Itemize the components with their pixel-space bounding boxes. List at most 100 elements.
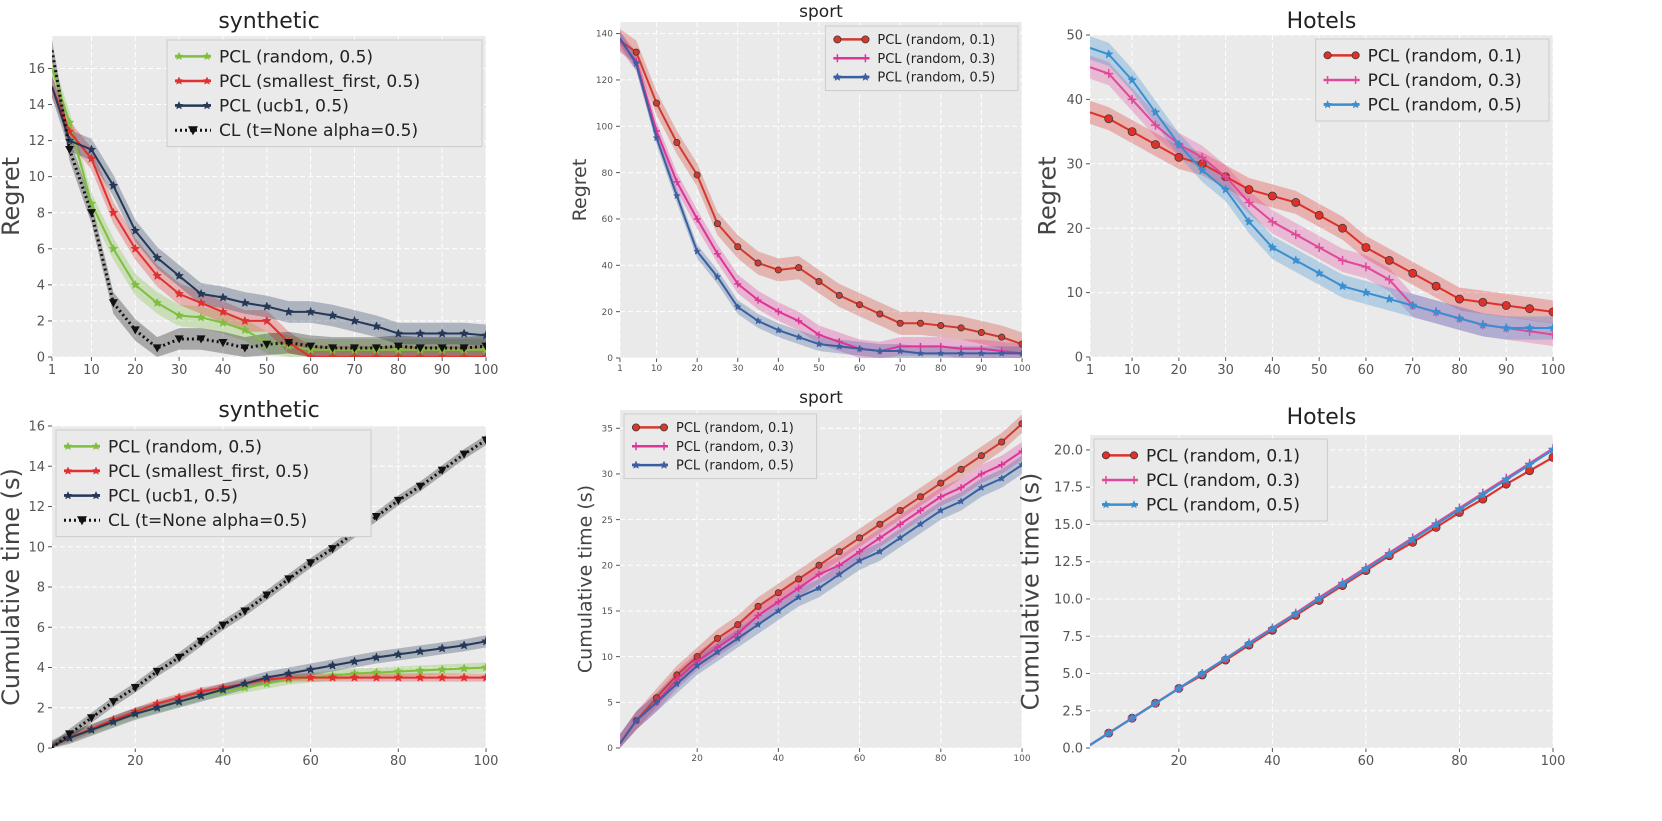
subplot-2: 1 10 20 30 40 50 60 70 80 90 100 0 20 40 60 80 100 120 140… [569, 2, 1031, 374]
x-tick-label: 100 [1013, 754, 1030, 764]
y-tick-label: 12 [28, 134, 45, 149]
data-point [1197, 668, 1208, 678]
data-point [393, 351, 404, 357]
x-tick-label: 80 [1451, 754, 1468, 769]
y-tick-label: 35 [602, 424, 613, 434]
chart-title: synthetic [218, 398, 319, 423]
legend-marker [861, 54, 870, 63]
data-point [1221, 172, 1231, 182]
data-point [1361, 262, 1371, 272]
data-point [196, 335, 206, 344]
data-point [835, 291, 843, 299]
legend-marker [861, 35, 870, 44]
data-point [152, 667, 162, 677]
subplot-1: 1 10 20 30 40 50 60 70 80 90 100 0 2 4 6 8 10 12 14 16 synth… [0, 9, 498, 378]
data-point [977, 452, 985, 460]
data-point [174, 696, 185, 706]
legend-marker [202, 51, 212, 61]
x-tick-label: 40 [1264, 363, 1281, 378]
data-point [415, 482, 425, 491]
data-point [855, 556, 864, 565]
data-point [855, 344, 864, 353]
data-point [713, 634, 721, 642]
data-point [856, 301, 864, 309]
data-point [1290, 255, 1301, 265]
x-tick-label: 60 [1358, 754, 1375, 769]
data-point [754, 612, 762, 620]
data-point [239, 324, 250, 335]
data-point [916, 506, 924, 514]
x-tick-label: 60 [854, 754, 866, 764]
data-point [437, 328, 448, 338]
x-tick-label: 100 [1541, 754, 1566, 769]
data-point [916, 349, 925, 357]
x-tick-label: 20 [127, 363, 144, 378]
legend-item: PCL (random, 0.3) [833, 52, 995, 67]
data-point [1548, 322, 1553, 333]
data-point [1338, 255, 1348, 265]
data-point [1244, 197, 1254, 207]
x-tick-label: 80 [935, 364, 947, 374]
y-tick-label: 20 [602, 561, 614, 571]
data-point [1384, 293, 1395, 304]
data-point [1407, 534, 1418, 544]
x-tick-label: 70 [894, 364, 906, 374]
x-tick-label: 30 [1217, 363, 1234, 378]
legend-marker [660, 423, 668, 432]
data-point [459, 344, 469, 353]
data-point [327, 660, 338, 670]
data-point [815, 561, 823, 569]
data-point [481, 342, 486, 351]
data-point [481, 672, 486, 682]
y-tick-label: 14 [28, 98, 45, 113]
data-point [437, 344, 447, 353]
data-point [1291, 198, 1301, 207]
data-point [86, 144, 97, 154]
data-point [459, 663, 470, 673]
legend-marker [833, 54, 842, 63]
data-point [896, 346, 905, 355]
legend-marker [174, 100, 184, 110]
series-layer [620, 414, 1022, 748]
data-point [393, 496, 403, 505]
data-point [795, 584, 803, 592]
data-point [916, 493, 924, 501]
x-tick-label: 60 [1358, 363, 1375, 378]
x-tick-label: 50 [259, 363, 276, 378]
series-band [620, 455, 1022, 748]
y-tick-label: 50 [1066, 29, 1083, 44]
legend-item: CL (t=None alpha=0.5) [175, 121, 418, 141]
data-point [349, 351, 360, 357]
data-point [349, 315, 360, 326]
data-point [328, 344, 338, 353]
legend: PCL (random, 0.5) PCL (smallest_first, 0.… [55, 429, 372, 538]
data-point [1290, 608, 1301, 619]
y-tick-label: 10 [28, 540, 45, 555]
data-point [795, 575, 803, 583]
data-point [734, 621, 742, 629]
legend-label: PCL (random, 0.3) [1146, 471, 1300, 491]
data-point [108, 716, 119, 727]
data-point [306, 342, 316, 351]
y-tick-label: 140 [596, 30, 613, 40]
data-point [672, 191, 681, 200]
y-tick-label: 4 [37, 278, 45, 293]
data-point [481, 636, 486, 646]
data-point [814, 339, 823, 348]
y-tick-label: 100 [596, 122, 613, 132]
series-layer [620, 28, 1022, 358]
data-point [937, 342, 945, 350]
data-point [998, 461, 1006, 469]
data-point [393, 342, 403, 351]
data-point [1431, 281, 1441, 291]
data-point [815, 331, 823, 339]
legend-marker [832, 72, 842, 81]
legend-label: PCL (random, 0.1) [1146, 446, 1300, 466]
data-point [328, 545, 338, 554]
data-point [916, 319, 924, 327]
x-tick-label: 50 [813, 364, 825, 374]
legend-item: PCL (random, 0.5) [63, 437, 262, 457]
x-tick-label: 30 [732, 364, 744, 374]
data-point [998, 438, 1006, 446]
